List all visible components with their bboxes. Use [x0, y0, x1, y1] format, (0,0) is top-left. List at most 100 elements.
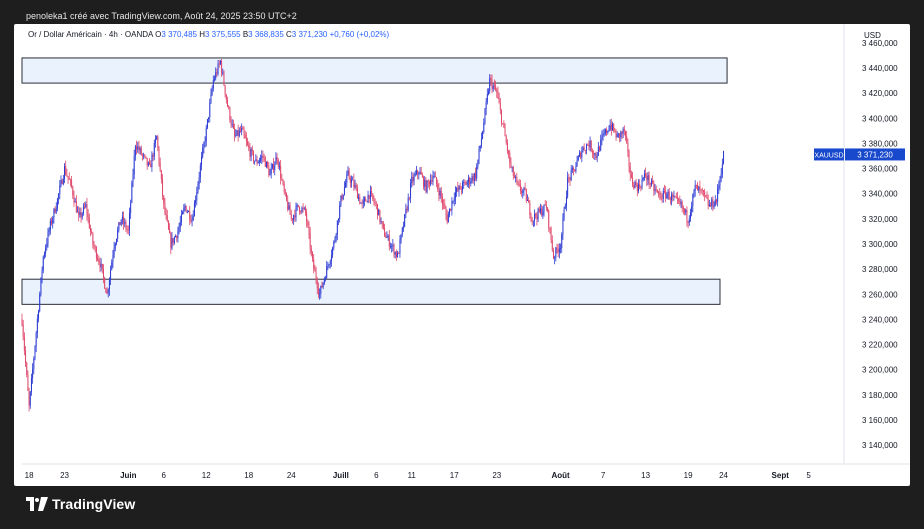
price-chart[interactable]: USD 3 140,000 3 160,000 3 180,000 3 200,000 3… — [14, 24, 910, 486]
candle-body — [328, 264, 330, 266]
candle-body — [176, 235, 178, 239]
candle-body — [578, 152, 580, 157]
candle-body — [602, 133, 604, 137]
candle-body — [407, 197, 409, 211]
y-tick-label: 3 180,000 — [862, 391, 898, 400]
candle-body — [145, 156, 147, 159]
candle-body — [25, 350, 27, 363]
candle-body — [171, 238, 173, 249]
candle-body — [702, 190, 704, 192]
publish-line: penoleka1 créé avec TradingView.com, Aoû… — [26, 11, 297, 21]
tradingview-logo[interactable]: TradingView — [26, 496, 135, 512]
candle-body — [21, 319, 23, 325]
candle-body — [708, 204, 710, 206]
candle-body — [497, 92, 499, 98]
candle-body — [250, 149, 252, 157]
candle-body — [356, 187, 358, 199]
candle-body — [582, 147, 584, 151]
candle-body — [118, 222, 120, 230]
legend-low-label: B — [242, 30, 249, 39]
candle-body — [404, 214, 406, 227]
candle-body — [286, 193, 288, 201]
candle-body — [499, 103, 501, 111]
candle-body — [323, 278, 325, 283]
candle-body — [366, 201, 368, 203]
candle-body — [685, 210, 687, 213]
candle-body — [95, 247, 97, 259]
candle-body — [661, 198, 663, 200]
x-tick-label: 24 — [287, 471, 296, 480]
candle-body — [713, 205, 715, 208]
candle-body — [638, 184, 639, 192]
candle-body — [671, 194, 673, 200]
candle-body — [609, 124, 611, 130]
candle-body — [634, 182, 636, 189]
candle-body — [320, 285, 322, 294]
candle-body — [361, 202, 363, 204]
candle-body — [183, 208, 185, 212]
candle-body — [372, 193, 374, 199]
candle-body — [608, 129, 610, 131]
candle-body — [105, 288, 107, 293]
candle-body — [688, 218, 690, 223]
candle-body — [701, 189, 703, 191]
candle-body — [666, 194, 668, 199]
candle-body — [573, 168, 575, 170]
candle-body — [411, 176, 413, 184]
candle-body — [554, 257, 556, 259]
candle-body — [705, 195, 707, 197]
candle-body — [529, 202, 531, 216]
candle-body — [717, 188, 719, 202]
candle-body — [65, 166, 67, 175]
candle-body — [230, 119, 232, 125]
candle-body — [706, 196, 708, 199]
candle-body — [496, 90, 498, 93]
candle-body — [237, 130, 239, 136]
candle-body — [475, 173, 477, 179]
candle-body — [38, 311, 40, 319]
candle-body — [584, 150, 586, 151]
candle-body — [216, 72, 218, 74]
candle-body — [382, 223, 384, 228]
symbol-tag — [814, 148, 844, 161]
candle-body — [80, 212, 82, 218]
y-tick-label: 3 260,000 — [862, 290, 898, 299]
candle-body — [157, 136, 159, 148]
candle-body — [182, 211, 184, 215]
candle-body — [22, 324, 24, 338]
candle-body — [465, 182, 467, 185]
candle-body — [202, 148, 204, 157]
candle-body — [115, 238, 117, 244]
candle-body — [691, 206, 693, 213]
candle-body — [368, 195, 370, 199]
legend-open: 3 370,485 — [161, 30, 197, 39]
candle-body — [588, 145, 590, 147]
candle-body — [430, 179, 432, 185]
candle-body — [66, 174, 68, 177]
candle-body — [158, 147, 160, 163]
candle-body — [67, 176, 69, 179]
candle-body — [336, 220, 338, 235]
candle-body — [345, 183, 347, 188]
candle-body — [47, 231, 49, 244]
candle-body — [398, 253, 400, 254]
candle-body — [231, 124, 233, 125]
candle-body — [316, 280, 318, 289]
candle-body — [267, 162, 269, 167]
candle-body — [549, 227, 551, 229]
candle-body — [43, 253, 45, 257]
candle-body — [268, 166, 270, 176]
candle-body — [45, 247, 47, 254]
candle-body — [175, 235, 177, 238]
candle-body — [335, 234, 337, 239]
candle-body — [641, 179, 643, 188]
candle-body — [458, 185, 460, 191]
currency-label: USD — [864, 31, 881, 40]
candle-body — [519, 184, 521, 191]
candle-body — [79, 212, 81, 216]
candle-body — [177, 231, 179, 239]
symbol-tag-label: XAUUSD — [814, 152, 843, 159]
candle-body — [217, 63, 219, 74]
x-tick-label: Août — [551, 471, 570, 480]
candle-body — [439, 190, 441, 196]
